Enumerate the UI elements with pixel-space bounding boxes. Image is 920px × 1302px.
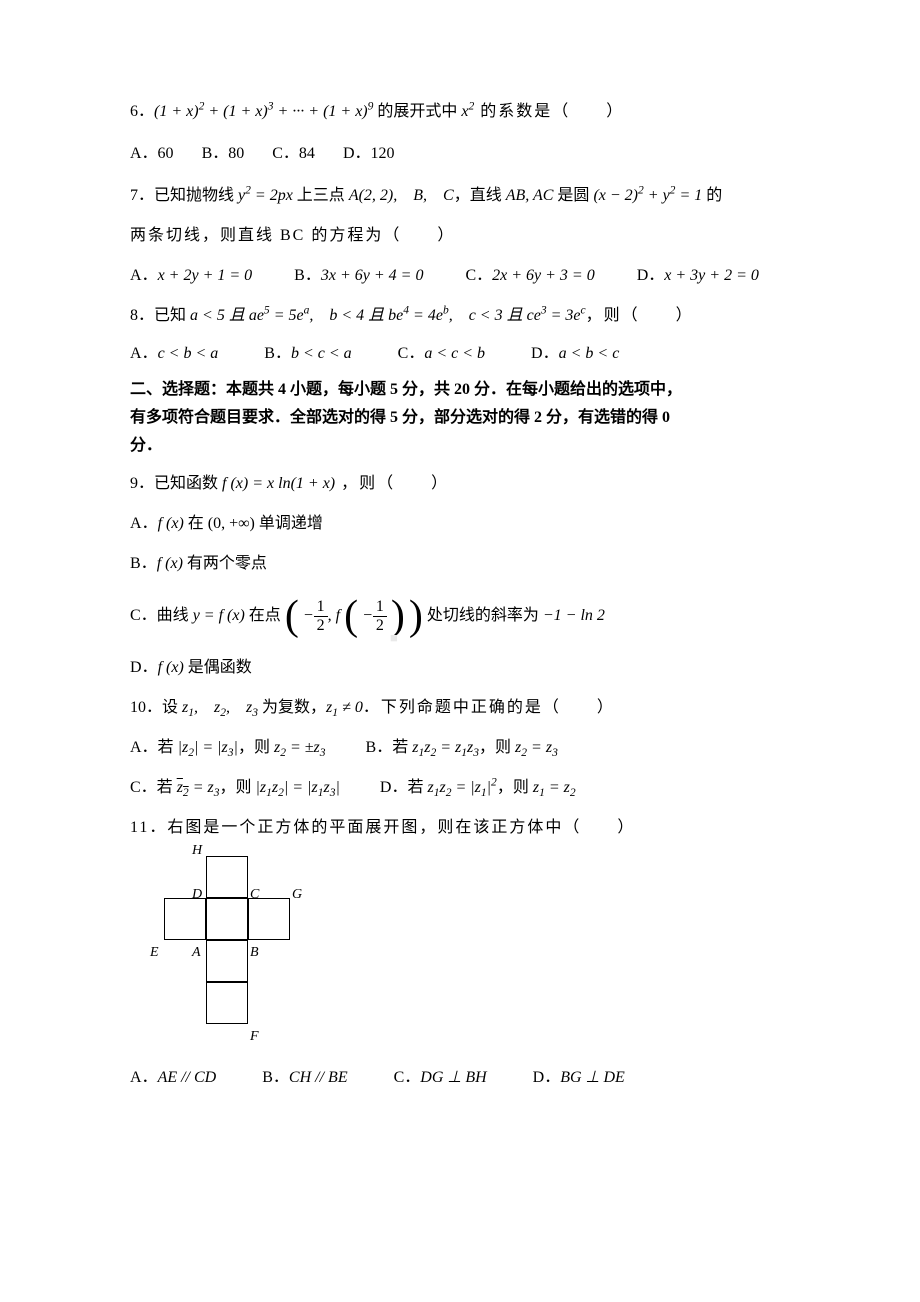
net-label-G: G [292,884,302,905]
q7-options: A．x + 2y + 1 = 0 B．3x + 6y + 4 = 0 C．2x … [130,264,810,288]
q10-C: C．若 z2 = z3，则 |z1z2| = |z1z3| [130,779,340,796]
q6-post: 的系数是（ ） [474,103,624,120]
q7-m1: 上三点 [293,187,349,204]
q8-D: D．a < b < c [531,342,619,366]
q6-C: C．84 [272,142,315,166]
q6-options: A．60 B．80 C．84 D．120 [130,142,810,166]
q7-pre: 7．已知抛物线 [130,187,238,204]
lparen-icon: ( [285,595,299,637]
q9-B: B．f (x) 有两个零点 [130,552,810,576]
lparen2-icon: ( [344,595,358,637]
section-head-l3: 分． [130,434,810,458]
q6-D: D．120 [343,142,395,166]
q6-num: 6． [130,103,154,120]
q8-B: B．b < c < a [264,342,351,366]
q6-A: A．60 [130,142,174,166]
q8-stem: 8．已知 a < 5 且 ae5 = 5ea, b < 4 且 be4 = 4e… [130,304,810,328]
q11-A: A．AE // CD [130,1066,216,1090]
q10-row1: A．若 |z2| = |z3|，则 z2 = ±z3 B．若 z1z2 = z1… [130,736,810,760]
net-label-A: A [192,942,201,963]
q7-pts: A(2, 2), B, C [349,187,454,204]
net-label-C: C [250,884,259,905]
q6-math2: x2 [461,103,474,120]
q10-B: B．若 z1z2 = z1z3，则 z2 = z3 [366,739,558,756]
q7-B: B．3x + 6y + 4 = 0 [294,264,423,288]
q9-stem: 9．已知函数 f (x) = x ln(1 + x) ，则（ ） [130,472,810,496]
q6-math1: (1 + x)2 + (1 + x)3 + ··· + (1 + x)9 [154,103,373,120]
q11-D: D．BG ⊥ DE [533,1066,625,1090]
net-label-B: B [250,942,259,963]
rparen2-icon: ) [391,595,405,637]
exam-page: ■ 6．(1 + x)2 + (1 + x)3 + ··· + (1 + x)9… [0,0,920,1198]
q7-D: D．x + 3y + 2 = 0 [637,264,759,288]
q7-post: 的 [702,187,722,204]
net-square [206,982,248,1024]
q7-stem-l1: 7．已知抛物线 y2 = 2px 上三点 A(2, 2), B, C，直线 AB… [130,184,810,208]
q10-stem: 10．设 z1, z2, z3 为复数，z1 ≠ 0．下列命题中正确的是（ ） [130,696,810,720]
q11-B: B．CH // BE [262,1066,347,1090]
q7-A: A．x + 2y + 1 = 0 [130,264,252,288]
q7-lines: AB, AC [506,187,554,204]
q8-cond: a < 5 且 ae5 = 5ea, b < 4 且 be4 = 4eb, c … [190,307,586,324]
net-square [206,856,248,898]
q6-B: B．80 [202,142,245,166]
q9-A: A．f (x) 在 (0, +∞) 单调递增 [130,512,810,536]
q7-m3: 是圆 [553,187,593,204]
net-label-D: D [192,884,202,905]
q10-D: D．若 z1z2 = |z1|2，则 z1 = z2 [380,779,576,796]
q7-parab: y2 = 2px [238,187,293,204]
q7-C: C．2x + 6y + 3 = 0 [465,264,594,288]
q11-options: A．AE // CD B．CH // BE C．DG ⊥ BH D．BG ⊥ D… [130,1066,810,1090]
q6-stem: 6．(1 + x)2 + (1 + x)3 + ··· + (1 + x)9 的… [130,100,810,124]
q11-C: C．DG ⊥ BH [394,1066,487,1090]
q10-row2: C．若 z2 = z3，则 |z1z2| = |z1z3| D．若 z1z2 =… [130,776,810,800]
net-square [206,898,248,940]
q8-A: A．c < b < a [130,342,218,366]
q9-D: D．f (x) 是偶函数 [130,656,810,680]
section-head-l2: 有多项符合题目要求．全部选对的得 5 分，部分选对的得 2 分，有选错的得 0 [130,406,810,430]
net-label-H: H [192,840,202,861]
net-label-E: E [150,942,159,963]
q7-circ: (x − 2)2 + y2 = 1 [593,187,702,204]
net-label-F: F [250,1026,259,1047]
q7-m2: ，直线 [454,187,506,204]
q8-options: A．c < b < a B．b < c < a C．a < c < b D．a … [130,342,810,366]
section-head-l1: 二、选择题：本题共 4 小题，每小题 5 分，共 20 分．在每小题给出的选项中… [130,378,810,402]
q10-A: A．若 |z2| = |z3|，则 z2 = ±z3 [130,739,326,756]
rparen-icon: ) [409,595,423,637]
q6-mid: 的展开式中 [373,103,461,120]
q11-stem: 11．右图是一个正方体的平面展开图，则在该正方体中（ ） [130,816,810,840]
q8-pre: 8．已知 [130,307,190,324]
q7-stem-l2: 两条切线，则直线 BC 的方程为（ ） [130,224,810,248]
q8-post: ，则（ ） [586,307,694,324]
q8-C: C．a < c < b [398,342,485,366]
cube-net-diagram: HDCGEABF [164,856,338,1044]
net-square [206,940,248,982]
q9-C: C．曲线 y = f (x) 在点 ( −12, f ( −12 ) ) 处切线… [130,592,810,640]
